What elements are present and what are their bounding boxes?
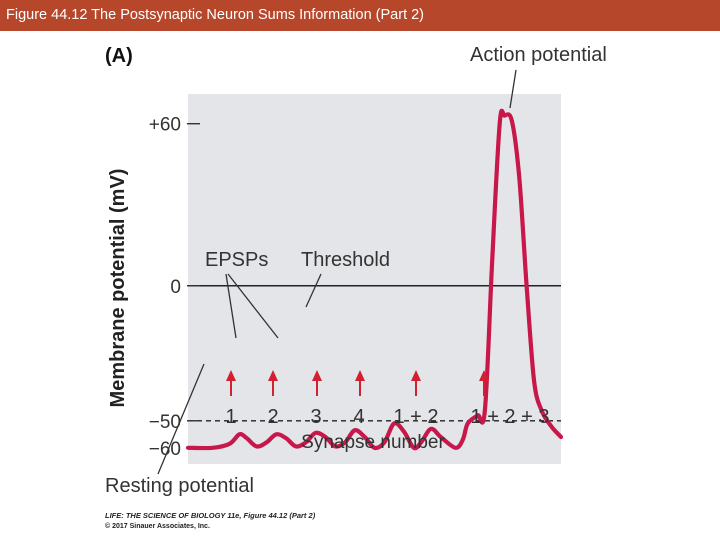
synapse-label-4: 4 [353, 406, 364, 428]
slide-header: Figure 44.12 The Postsynaptic Neuron Sum… [0, 0, 720, 31]
synapse-label-1: 1 [225, 406, 236, 428]
resting-leader [157, 363, 205, 475]
stimulus-arrow-3 [312, 370, 322, 396]
x-axis-label: Synapse number [301, 432, 445, 453]
resting-potential-label: Resting potential [105, 475, 254, 497]
synapse-label-3: 3 [310, 406, 321, 428]
y-tick-label-1: 0 [170, 277, 181, 298]
epsps-leader-2 [227, 273, 279, 339]
y-tick-label-0: +60 [149, 115, 181, 136]
action-potential-label: Action potential [470, 44, 607, 66]
y-tick-label-3: −60 [149, 439, 181, 460]
synapse-label-2: 2 [267, 406, 278, 428]
credit-line-1: LIFE: THE SCIENCE OF BIOLOGY 11e, Figure… [105, 511, 316, 520]
threshold-label: Threshold [301, 249, 390, 271]
synapse-label-5: 1 + 2 [393, 406, 438, 428]
stimulus-arrow-4 [355, 370, 365, 396]
stimulus-arrow-2 [268, 370, 278, 396]
stimulus-arrow-5 [411, 370, 421, 396]
membrane-trace [185, 108, 564, 451]
stimulus-arrow-1 [226, 370, 236, 396]
y-axis-label: Membrane potential (mV) [107, 169, 129, 408]
action-potential-leader [509, 69, 517, 109]
panel-label: (A) [105, 45, 133, 67]
slide-title: Figure 44.12 The Postsynaptic Neuron Sum… [6, 7, 425, 23]
synapse-label-6: 1 + 2 + 3 [471, 406, 550, 428]
credit-line-2: © 2017 Sinauer Associates, Inc. [105, 522, 210, 530]
threshold-leader [305, 273, 322, 308]
epsps-leader-1 [225, 273, 237, 339]
stimulus-arrow-6 [479, 370, 489, 396]
epsps-label: EPSPs [205, 249, 268, 271]
y-tick-label-2: −50 [149, 412, 181, 433]
